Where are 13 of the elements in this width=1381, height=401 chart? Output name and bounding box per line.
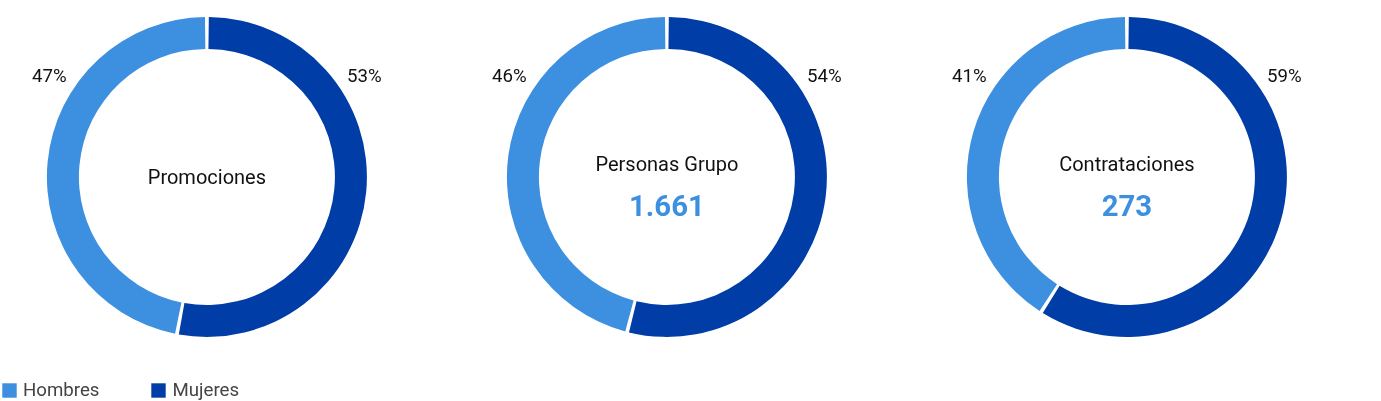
data-label: 53% xyxy=(347,64,382,87)
data-label: 47% xyxy=(32,64,67,87)
text: Personas Grupo xyxy=(595,152,739,177)
data-label: 54% xyxy=(807,64,842,87)
text: 1.661 xyxy=(628,189,705,224)
data-label: 46% xyxy=(492,64,527,87)
text: Contrataciones xyxy=(1059,152,1195,177)
text: 273 xyxy=(1101,189,1153,224)
legend-label: Hombres xyxy=(23,379,100,401)
data-label: 41% xyxy=(952,64,987,87)
legend-label: Mujeres xyxy=(172,379,240,401)
text: Promociones xyxy=(147,164,267,189)
data-label: 59% xyxy=(1267,64,1302,87)
